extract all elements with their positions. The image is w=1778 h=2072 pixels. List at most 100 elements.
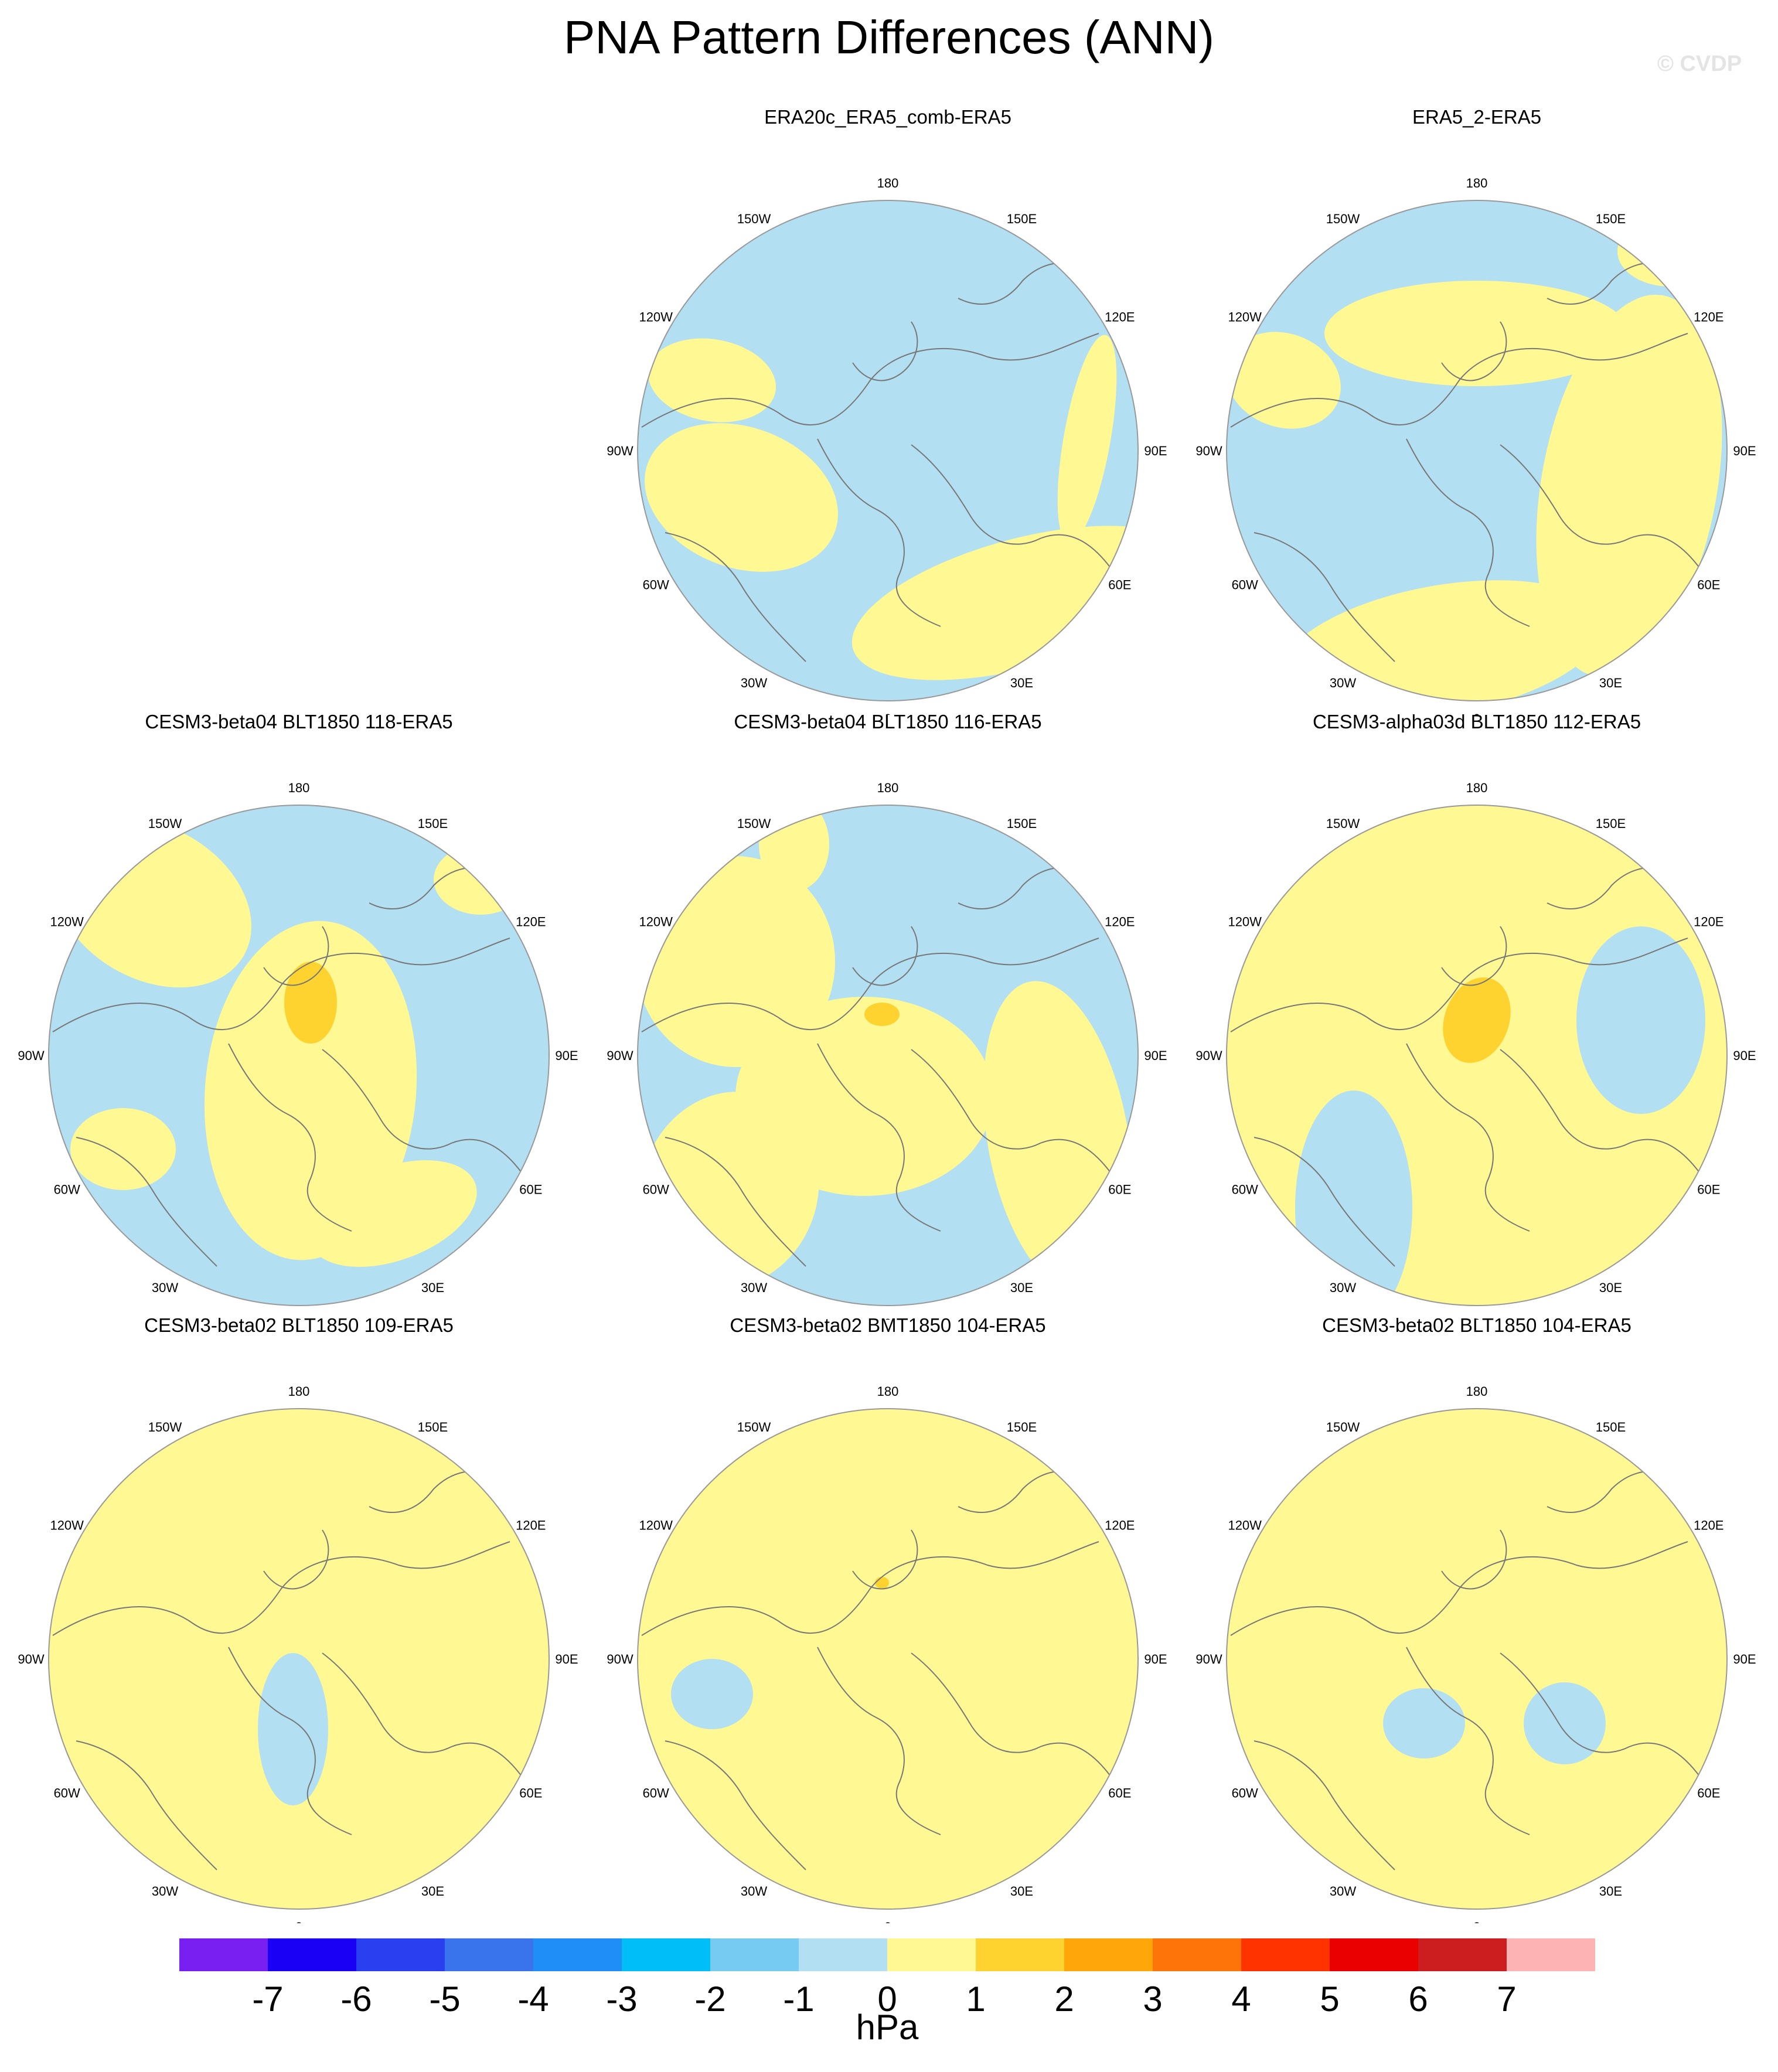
longitude-label: 0 [884, 1316, 891, 1320]
longitude-label: 120W [50, 915, 84, 929]
longitude-label: 120W [1228, 310, 1262, 325]
contour-field [638, 1409, 1138, 1909]
map-border [1226, 805, 1728, 1306]
longitude-label: 90E [1144, 1048, 1167, 1063]
longitude-label: 0 [295, 1316, 302, 1320]
longitude-label: 90E [1144, 444, 1167, 458]
longitude-label: 150W [148, 1420, 182, 1434]
longitude-label: 0 [1473, 1316, 1480, 1320]
longitude-label: 60E [519, 1182, 542, 1197]
longitude-label: 30W [152, 1884, 178, 1899]
longitude-label: 90E [1144, 1652, 1167, 1667]
contour-region-negative [671, 1659, 753, 1729]
contour-region-positive [1324, 281, 1629, 386]
colorbar-box [1153, 1938, 1241, 1971]
colorbar-tick-label: -1 [783, 1979, 814, 2019]
coastline [1254, 1137, 1395, 1267]
longitude-label: 150W [1326, 1420, 1360, 1434]
colorbar-box [1418, 1938, 1507, 1971]
colorbar-box [887, 1938, 976, 1971]
colorbar-box [356, 1938, 445, 1971]
longitude-label: 90E [555, 1048, 578, 1063]
contour-region-positive [1057, 335, 1117, 543]
coastline [1500, 1049, 1700, 1173]
contour-region-positive [70, 1108, 176, 1190]
colorbar-tick-label: -7 [252, 1979, 283, 2019]
longitude-label: 90W [18, 1048, 44, 1063]
contour-region-negative [1524, 1682, 1606, 1764]
longitude-label: 150W [1326, 816, 1360, 831]
contour-field [1227, 805, 1727, 1306]
longitude-label: 30E [1599, 1280, 1622, 1295]
longitude-label: 30W [152, 1280, 178, 1295]
page-title: PNA Pattern Differences (ANN) [563, 11, 1215, 63]
longitude-label: 30W [1330, 1884, 1356, 1899]
contour-region-1-2 [875, 1577, 889, 1589]
colorbar-tick-label: -6 [340, 1979, 372, 2019]
colorbar-tick-label: 3 [1143, 1979, 1162, 2019]
longitude-label: 60W [54, 1182, 80, 1197]
coastline [1500, 444, 1700, 568]
coastline [52, 1541, 510, 1636]
longitude-label: 180 [877, 1384, 899, 1399]
longitude-label: 30W [741, 1280, 767, 1295]
colorbar-tick-label: 5 [1320, 1979, 1339, 2019]
longitude-label: 180 [877, 176, 899, 190]
longitude-label: 150E [1007, 1420, 1037, 1434]
longitude-label: 120E [1694, 1518, 1723, 1533]
longitude-label: 0 [1473, 711, 1480, 715]
longitude-label: 0 [884, 1920, 891, 1923]
longitude-label: 150E [1007, 212, 1037, 226]
map-border [1226, 200, 1728, 701]
contour-region-positive [1617, 216, 1723, 287]
longitude-label: 150E [1596, 816, 1626, 831]
longitude-label: 120E [516, 1518, 546, 1533]
longitude-label: 90W [1195, 1652, 1222, 1667]
coastline [911, 1652, 1111, 1777]
contour-region-positive [638, 856, 835, 1067]
map-border [637, 200, 1139, 701]
contour-region-positive [1465, 1114, 1699, 1301]
longitude-label: 120E [1105, 915, 1135, 929]
contour-region-positive [648, 338, 776, 422]
longitude-label: 120E [1694, 915, 1723, 929]
coastline [852, 1529, 918, 1590]
longitude-label: 30W [741, 676, 767, 690]
coastline [665, 532, 806, 662]
longitude-label: 60W [643, 1182, 669, 1197]
coastline [1500, 1652, 1700, 1777]
longitude-label: 0 [295, 1920, 302, 1923]
longitude-label: 150W [737, 1420, 771, 1434]
coastline [228, 1043, 352, 1232]
map-border [48, 1408, 550, 1910]
longitude-label: 90E [555, 1652, 578, 1667]
colorbar-box [1507, 1938, 1595, 1971]
coastline [263, 926, 329, 986]
coastline [1406, 438, 1530, 627]
colorbar-box [445, 1938, 533, 1971]
colorbar-box [710, 1938, 799, 1971]
polar-map: 180 150E 120E 90E 60E 30E 0 30W 60W 90W 120W 150W [607, 781, 1167, 1320]
polar-map: 180 150E 120E 90E 60E 30E 0 30W 60W 90W 120W 150W [18, 781, 578, 1320]
longitude-label: 60E [1697, 1182, 1720, 1197]
polar-map: 180 150E 120E 90E 60E 30E 0 30W 60W 90W 120W 150W [607, 176, 1167, 715]
panel-title: ERA20c_ERA5_comb-ERA5 [764, 106, 1011, 128]
longitude-label: 60E [1108, 1786, 1131, 1801]
map-border [637, 1408, 1139, 1910]
colorbar-tick-label: 4 [1231, 1979, 1251, 2019]
panel-title: CESM3-beta04 BLT1850 118-ERA5 [145, 711, 453, 732]
longitude-label: 120W [50, 1518, 84, 1533]
coastline [263, 1529, 329, 1590]
longitude-label: 60W [1232, 1182, 1258, 1197]
panel-title: CESM3-beta04 BLT1850 116-ERA5 [734, 711, 1042, 732]
colorbar-tick-label: 2 [1054, 1979, 1074, 2019]
longitude-label: 30E [1010, 1280, 1033, 1295]
longitude-label: 150W [148, 816, 182, 831]
polar-map: 180 150E 120E 90E 60E 30E 0 30W 60W 90W 120W 150W [1195, 176, 1756, 715]
longitude-label: 30E [421, 1884, 444, 1899]
map-border [48, 805, 550, 1306]
coastline [665, 1137, 806, 1267]
coastline [911, 444, 1111, 568]
polar-map: 180 150E 120E 90E 60E 30E 0 30W 60W 90W 120W 150W [1195, 781, 1756, 1320]
coastline [1230, 1541, 1688, 1636]
